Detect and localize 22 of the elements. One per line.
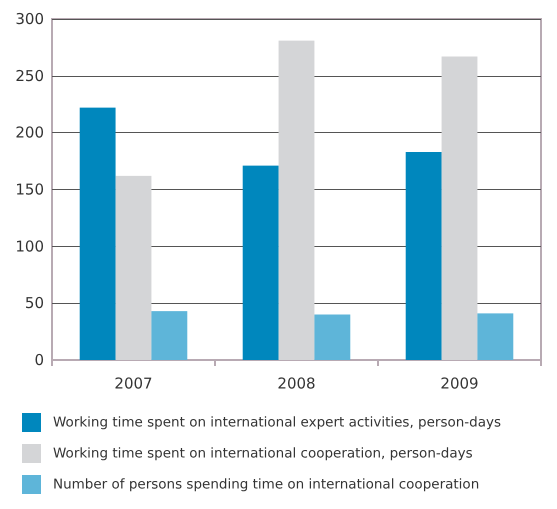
y-tick-label: 50: [24, 294, 44, 312]
y-tick-label: 0: [34, 351, 44, 369]
bar: [477, 313, 514, 360]
x-tick-label: 2007: [114, 374, 153, 392]
legend-label: Working time spent on international expert activities, person-days: [53, 414, 502, 430]
bar: [151, 311, 188, 360]
legend-label: Number of persons spending time on international cooperation: [53, 476, 480, 492]
bar: [242, 166, 279, 360]
y-tick-label: 300: [15, 10, 44, 28]
y-tick-label: 250: [15, 66, 44, 85]
bar: [314, 314, 350, 360]
bar: [442, 56, 478, 360]
x-tick-label: 2008: [277, 374, 316, 392]
bar: [116, 176, 152, 360]
y-tick-label: 200: [15, 124, 44, 142]
legend-label: Working time spent on international cooperation, person-days: [53, 446, 473, 462]
bar: [278, 40, 314, 360]
bar: [406, 152, 442, 360]
bar: [80, 108, 116, 360]
y-tick-label: 100: [15, 237, 44, 256]
y-tick-label: 150: [15, 180, 44, 198]
x-tick-label: 2009: [440, 374, 479, 392]
